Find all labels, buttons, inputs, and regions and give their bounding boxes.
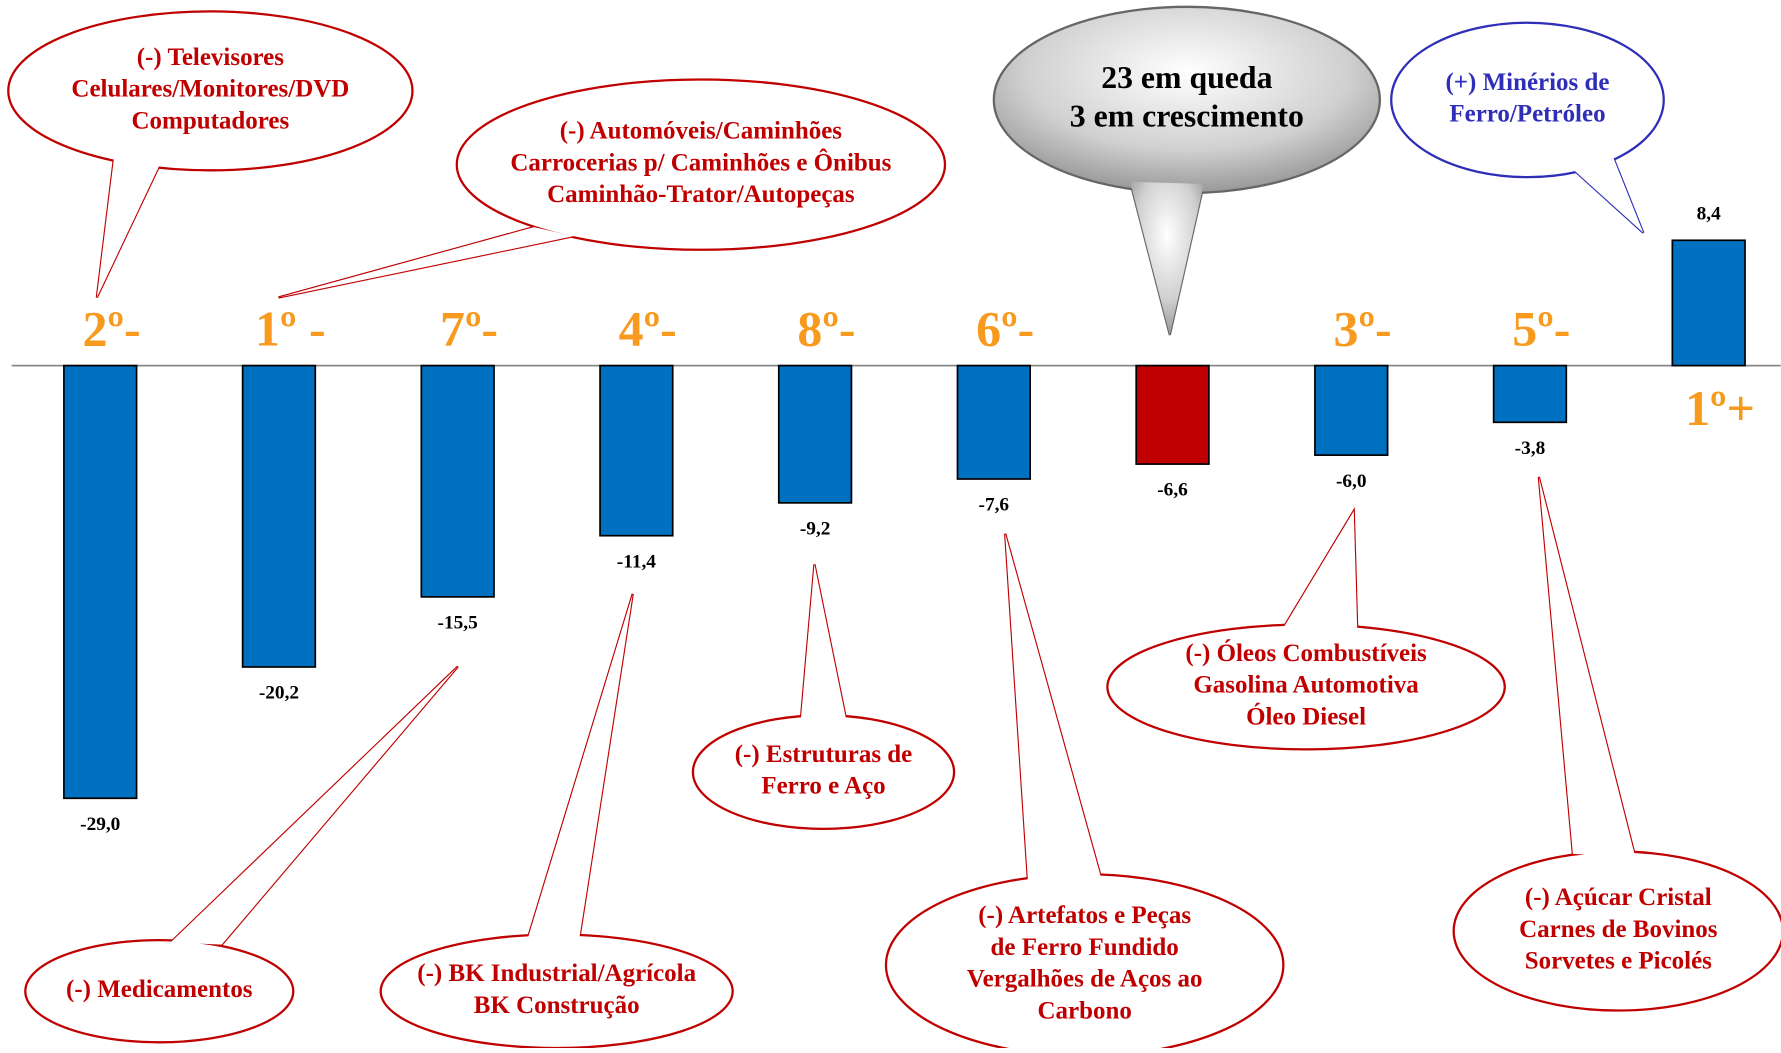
- callout-tail-cover: [800, 564, 847, 720]
- callout-tail-cover: [1283, 510, 1358, 628]
- callout-text: (+) Minérios de: [1445, 69, 1609, 96]
- callout-tail-cover: [1538, 476, 1636, 858]
- value-label: -20,2: [259, 683, 299, 704]
- value-label: -3,8: [1515, 438, 1546, 459]
- callout: [24, 938, 295, 1044]
- callout-text: (-) Estruturas de: [735, 741, 913, 768]
- callout: [455, 78, 947, 251]
- callout-text: (-) Automóveis/Caminhões: [560, 118, 843, 145]
- callout-text: Computadores: [132, 107, 290, 134]
- callout-tail-cover: [1561, 141, 1644, 233]
- rank-label: 1º+: [1685, 380, 1755, 436]
- rank-label: 3º-: [1334, 300, 1392, 356]
- callout-tail-cover: [1005, 533, 1102, 880]
- callout-text: (-) Medicamentos: [66, 976, 253, 1003]
- callout-tail-cover: [1130, 181, 1204, 335]
- callout-tail-cover: [528, 593, 633, 938]
- rank-label: 4º-: [619, 300, 677, 356]
- callout-text: de Ferro Fundido: [991, 934, 1179, 961]
- bar: [420, 364, 495, 598]
- callout-text: 3 em crescimento: [1070, 99, 1304, 134]
- callout-text: Óleo Diesel: [1246, 702, 1366, 730]
- bar: [1314, 364, 1389, 456]
- callout-text: (-) Óleos Combustíveis: [1185, 639, 1427, 667]
- rank-label: 7º-: [440, 300, 498, 356]
- callout-text: Carbono: [1037, 998, 1131, 1025]
- callout-text: Ferro e Aço: [761, 773, 885, 800]
- value-label: -6,0: [1336, 471, 1367, 492]
- bar: [1492, 364, 1568, 424]
- rank-label: 8º-: [797, 300, 855, 356]
- callout-text: (-) BK Industrial/Agrícola: [417, 960, 696, 987]
- callout-text: Gasolina Automotiva: [1193, 672, 1419, 699]
- callout-text: Vergalhões de Aços ao: [967, 966, 1203, 993]
- bar: [777, 364, 853, 504]
- rank-label: 2º-: [83, 300, 141, 356]
- callout-text: (-) Televisores: [137, 44, 285, 71]
- callout-text: Carrocerias p/ Caminhões e Ônibus: [510, 147, 891, 176]
- callout-tail-cover: [96, 158, 160, 298]
- callout-text: Carnes de Bovinos: [1519, 916, 1718, 943]
- callout-text: (-) Açúcar Cristal: [1525, 884, 1712, 911]
- callout-text: Celulares/Monitores/DVD: [71, 76, 349, 103]
- value-label: -11,4: [617, 551, 656, 572]
- rank-label: 1º -: [255, 300, 326, 356]
- callout-text: Sorvetes e Picolés: [1525, 948, 1712, 975]
- bar: [63, 364, 138, 800]
- value-label: -9,2: [800, 519, 831, 540]
- callout: [7, 10, 414, 172]
- value-label: -29,0: [80, 814, 120, 835]
- value-label: -15,5: [438, 613, 478, 634]
- bar: [956, 364, 1032, 480]
- value-label: 8,4: [1697, 204, 1721, 225]
- callout-tail-cover: [170, 666, 458, 945]
- callout: [1390, 21, 1665, 179]
- bar: [241, 364, 317, 668]
- bar: [599, 364, 674, 537]
- callout-text: (-) Artefatos e Peças: [978, 902, 1191, 929]
- rank-label: 6º-: [976, 300, 1034, 356]
- bar: [1671, 239, 1746, 367]
- callout-tail-cover: [278, 227, 574, 298]
- callout-text: 23 em queda: [1101, 60, 1272, 95]
- value-label: -7,6: [979, 495, 1010, 516]
- rank-label: 5º-: [1512, 300, 1570, 356]
- bar: [1135, 364, 1210, 465]
- callout-text: BK Construção: [474, 992, 640, 1019]
- value-label: -6,6: [1157, 480, 1188, 501]
- callout-text: Ferro/Petróleo: [1449, 101, 1605, 128]
- callout-text: Caminhão-Trator/Autopeças: [547, 181, 855, 208]
